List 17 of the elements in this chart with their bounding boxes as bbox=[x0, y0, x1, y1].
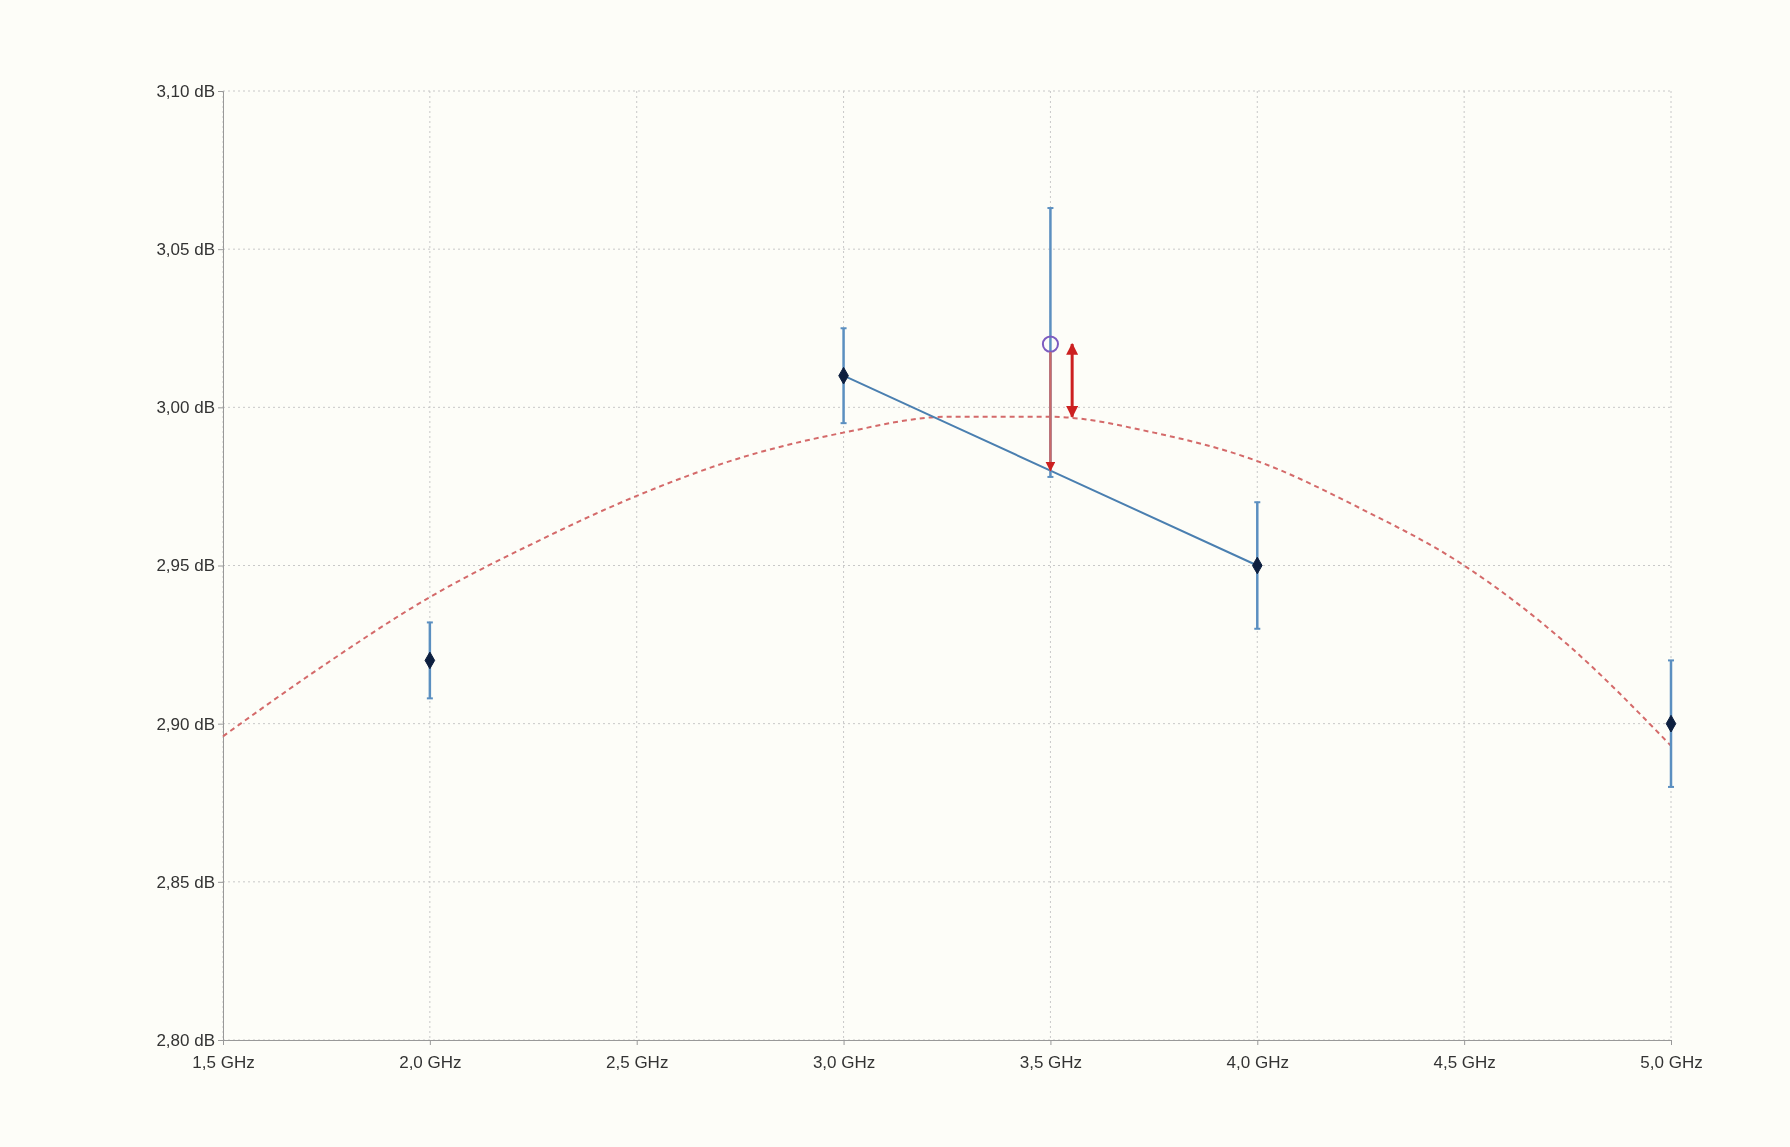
x-tick-label: 2,0 GHz bbox=[399, 1053, 462, 1073]
x-tick-label: 3,5 GHz bbox=[1019, 1053, 1083, 1073]
y-tick-label: 2,90 dB bbox=[156, 714, 215, 734]
x-tick-label: 4,5 GHz bbox=[1433, 1053, 1496, 1073]
line-series bbox=[222, 415, 1672, 747]
point bbox=[1041, 335, 1059, 353]
y-tick-label: 3,00 dB bbox=[156, 398, 215, 418]
x-tick-label: 2,5 GHz bbox=[606, 1053, 669, 1073]
x-tick-label: 3,0 GHz bbox=[812, 1053, 876, 1073]
y-tick-label: 2,85 dB bbox=[156, 872, 215, 892]
y-tick-label: 2,80 dB bbox=[156, 1030, 215, 1050]
y-tick-label: 3,05 dB bbox=[156, 240, 215, 260]
x-tick-label: 1,5 GHz bbox=[192, 1053, 255, 1073]
y-tick-label: 3,10 dB bbox=[156, 81, 215, 101]
y-tick-label: 2,95 dB bbox=[156, 556, 215, 576]
x-tick-label: 4,0 GHz bbox=[1226, 1053, 1289, 1073]
x-tick-label: 5,0 GHz bbox=[1640, 1053, 1703, 1073]
